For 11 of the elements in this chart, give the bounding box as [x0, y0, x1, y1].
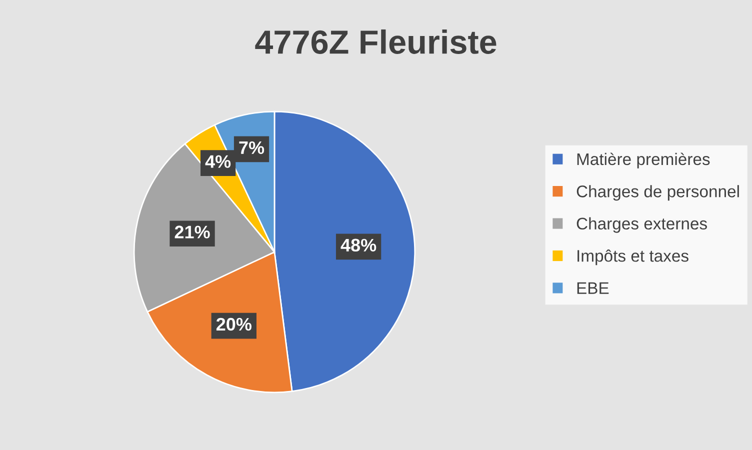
legend-label: Charges externes: [576, 217, 707, 233]
legend-label: Matière premières: [577, 152, 710, 168]
legend-label: EBE: [577, 282, 609, 294]
legend-label: Charges de personnel: [576, 185, 739, 201]
data-label: 7%: [239, 141, 264, 154]
data-label: 48%: [340, 238, 376, 252]
chart-title: 4776Z Fleuriste: [255, 29, 496, 54]
data-label: 4%: [205, 155, 231, 168]
data-label: 20%: [216, 318, 252, 331]
data-label: 21%: [174, 226, 210, 238]
legend-label: Impôts et taxes: [578, 250, 688, 266]
